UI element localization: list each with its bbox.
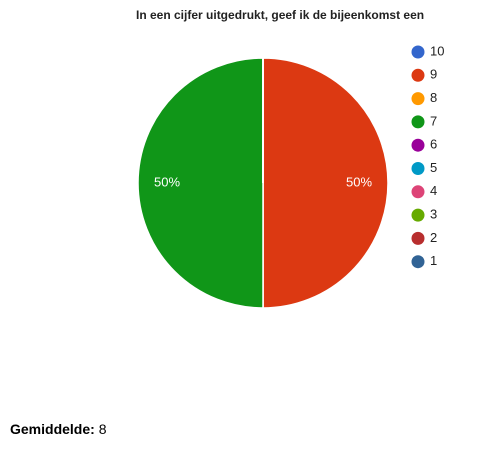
legend-marker: [411, 68, 425, 82]
legend-marker: [411, 208, 425, 222]
summary-label: Gemiddelde:: [10, 421, 95, 437]
legend-label: 2: [430, 230, 437, 245]
chart-title: In een cijfer uitgedrukt, geef ik de bij…: [136, 8, 424, 22]
pie-slice: [137, 57, 264, 309]
legend-marker: [411, 231, 425, 245]
legend-label: 5: [430, 160, 437, 175]
slice-label: 50%: [346, 174, 372, 189]
legend-marker: [411, 45, 425, 59]
legend-marker: [411, 255, 425, 269]
legend-label: 7: [430, 113, 437, 128]
pie-slice: [262, 57, 389, 309]
chart: In een cijfer uitgedrukt, geef ik de bij…: [136, 8, 444, 309]
legend-marker: [411, 92, 425, 106]
legend-marker: [411, 162, 425, 175]
legend-marker: [411, 115, 425, 129]
legend-marker: [411, 185, 425, 199]
summary: Gemiddelde: 8: [10, 421, 106, 437]
legend-label: 3: [430, 207, 437, 222]
legend-label: 8: [430, 90, 437, 105]
legend-label: 9: [430, 67, 437, 82]
legend-label: 4: [430, 183, 437, 198]
legend-label: 10: [430, 43, 444, 58]
legend-label: 1: [430, 253, 437, 268]
slice-label: 50%: [154, 174, 180, 189]
summary-value: 8: [98, 421, 107, 437]
legend-label: 6: [430, 137, 437, 152]
legend-marker: [411, 138, 425, 152]
